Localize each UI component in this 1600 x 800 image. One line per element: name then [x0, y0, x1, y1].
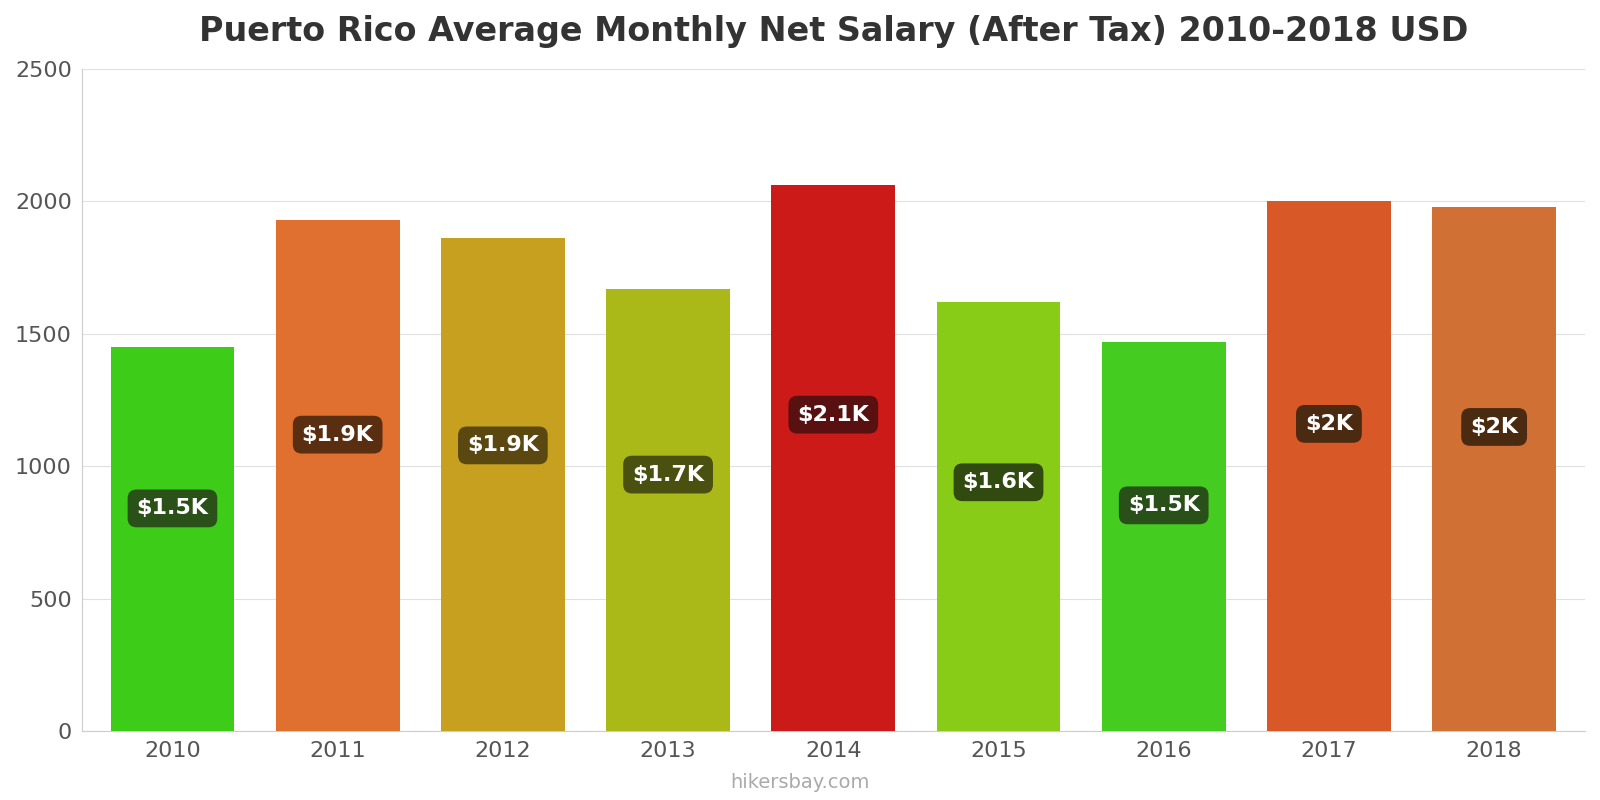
- Bar: [442, 238, 565, 731]
- Text: $2.1K: $2.1K: [797, 405, 869, 425]
- Bar: [936, 302, 1061, 731]
- Text: $1.9K: $1.9K: [302, 425, 374, 445]
- Bar: [771, 186, 896, 731]
- Text: $1.6K: $1.6K: [963, 472, 1035, 492]
- Text: $2K: $2K: [1470, 417, 1518, 437]
- Text: $1.5K: $1.5K: [136, 498, 208, 518]
- Bar: [606, 289, 730, 731]
- Bar: [110, 347, 235, 731]
- Text: hikersbay.com: hikersbay.com: [730, 773, 870, 792]
- Text: $1.7K: $1.7K: [632, 465, 704, 485]
- Bar: [1102, 342, 1226, 731]
- Bar: [1432, 206, 1557, 731]
- Text: $1.9K: $1.9K: [467, 435, 539, 455]
- Text: $2K: $2K: [1306, 414, 1354, 434]
- Bar: [1267, 202, 1390, 731]
- Bar: [275, 220, 400, 731]
- Title: Puerto Rico Average Monthly Net Salary (After Tax) 2010-2018 USD: Puerto Rico Average Monthly Net Salary (…: [198, 15, 1467, 48]
- Text: $1.5K: $1.5K: [1128, 495, 1200, 515]
